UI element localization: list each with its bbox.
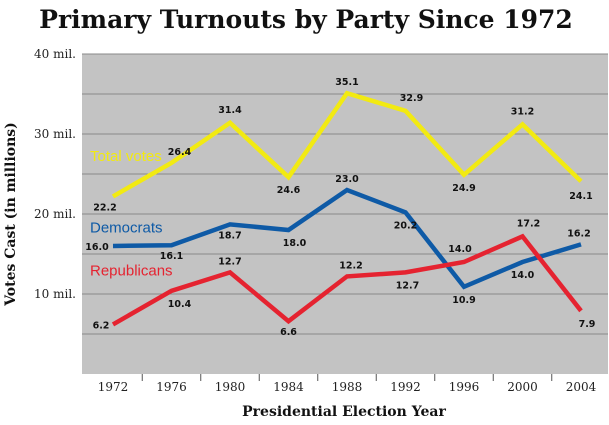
y-tick-label: 30 mil. [34, 127, 76, 141]
y-axis-ticks: 10 mil. 20 mil. 30 mil. 40 mil. [34, 47, 76, 301]
x-tick-label: 1972 [98, 380, 129, 394]
data-label: 10.4 [168, 299, 192, 310]
data-labels: 22.2 26.4 31.4 24.6 35.1 32.9 24.9 31.2 24.1 16.0… [85, 77, 595, 338]
data-label: 6.2 [93, 320, 110, 331]
data-label: 24.6 [277, 185, 301, 196]
data-label: 32.9 [400, 93, 423, 104]
data-label: 23.0 [335, 174, 359, 185]
series-line-republicans [111, 233, 583, 327]
data-label: 35.1 [335, 77, 358, 88]
data-label: 20.2 [394, 220, 417, 231]
data-label: 31.2 [511, 106, 534, 117]
data-label: 12.2 [339, 260, 362, 271]
data-label: 12.7 [218, 256, 241, 267]
data-label: 10.9 [452, 295, 475, 306]
x-tick-label: 1996 [449, 380, 480, 394]
series-lines [111, 90, 583, 327]
data-label: 17.2 [517, 218, 540, 229]
chart-title: Primary Turnouts by Party Since 1972 [39, 5, 573, 34]
x-tick-label: 1976 [156, 380, 187, 394]
x-tick-label: 1984 [273, 380, 304, 394]
data-label: 18.7 [218, 230, 241, 241]
y-tick-label: 10 mil. [34, 287, 76, 301]
data-label: 6.6 [280, 327, 297, 338]
x-tick-label: 1992 [390, 380, 421, 394]
x-tick-label: 1980 [215, 380, 246, 394]
y-axis-title: Votes Cast (in millions) [3, 122, 19, 307]
y-tick-label: 40 mil. [34, 47, 76, 61]
x-axis-title: Presidential Election Year [242, 404, 446, 420]
series-line-total [111, 90, 583, 199]
data-label: 22.2 [93, 202, 116, 213]
data-label: 31.4 [218, 105, 242, 116]
data-label: 14.0 [511, 270, 535, 281]
y-tick-label: 20 mil. [34, 207, 76, 221]
data-label: 16.1 [160, 251, 183, 262]
data-label: 26.4 [168, 147, 192, 158]
series-name-republicans: Republicans [90, 263, 173, 280]
data-label: 18.0 [283, 238, 307, 249]
data-label: 24.1 [569, 191, 592, 202]
data-label: 16.0 [85, 242, 109, 253]
x-tick-label: 2004 [566, 380, 597, 394]
x-tick-label: 1988 [332, 380, 363, 394]
data-label: 24.9 [452, 183, 475, 194]
data-label: 7.9 [579, 319, 596, 330]
series-line-democrats [112, 187, 582, 290]
data-label: 14.0 [448, 244, 472, 255]
series-name-total: Total votes [90, 148, 162, 165]
x-axis-ticks: 1972 1976 1980 1984 1988 1992 1996 2000 2004 [98, 374, 597, 394]
x-tick-label: 2000 [507, 380, 538, 394]
series-names: Total votes Democrats Republicans [90, 148, 173, 279]
data-label: 16.2 [567, 228, 590, 239]
series-name-democrats: Democrats [90, 219, 163, 236]
data-label: 12.7 [396, 280, 419, 291]
